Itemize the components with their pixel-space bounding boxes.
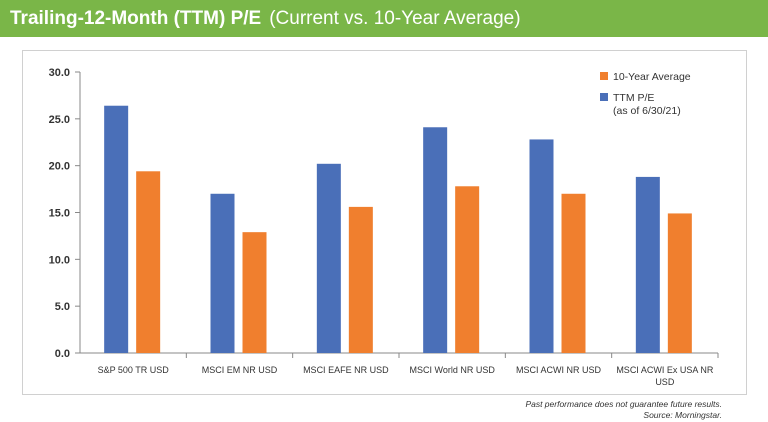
y-tick-label: 30.0 — [49, 67, 70, 79]
x-category-label: MSCI EAFE NR USD — [303, 365, 389, 375]
x-category-label: S&P 500 TR USD — [98, 365, 170, 375]
legend-label: TTM P/E (as of 6/30/21) — [613, 92, 681, 117]
bar-10yr-average — [561, 193, 586, 353]
y-tick-label: 20.0 — [49, 161, 70, 173]
bar-10yr-average — [667, 213, 692, 353]
x-category-label: MSCI ACWI NR USD — [516, 365, 602, 375]
chart-frame — [22, 50, 747, 395]
bar-ttm-pe — [316, 163, 341, 353]
bar-10yr-average — [136, 171, 161, 353]
x-category-label: MSCI EM NR USD — [202, 365, 278, 375]
bar-10yr-average — [242, 232, 267, 353]
bar-ttm-pe — [529, 139, 554, 353]
x-category-label: MSCI World NR USD — [409, 365, 495, 375]
chart-subtitle: (Current vs. 10-Year Average) — [269, 7, 521, 29]
bar-10yr-average — [455, 186, 480, 353]
legend-swatch — [600, 93, 608, 101]
footnote-source: Source: Morningstar. — [643, 410, 722, 420]
y-tick-label: 0.0 — [55, 348, 70, 360]
bar-ttm-pe — [635, 176, 660, 353]
bar-ttm-pe — [104, 105, 129, 353]
chart-title: Trailing-12-Month (TTM) P/E — [10, 7, 262, 29]
footnote: Past performance does not guarantee futu… — [525, 399, 722, 421]
legend-label: 10-Year Average — [613, 71, 691, 83]
y-tick-label: 5.0 — [55, 301, 70, 313]
bar-ttm-pe — [210, 193, 235, 353]
footnote-disclaimer: Past performance does not guarantee futu… — [525, 399, 722, 409]
x-category-label: MSCI ACWI Ex USA NR USD — [616, 365, 714, 387]
y-tick-label: 15.0 — [49, 208, 70, 220]
bar-chart: 0.0 5.0 10.0 15.0 20.0 25.0 30.0 S&P 500 TR USD… — [49, 67, 719, 387]
y-tick-label: 10.0 — [49, 254, 70, 266]
bar-ttm-pe — [423, 127, 448, 353]
legend-swatch — [600, 72, 608, 80]
header-bar: Trailing-12-Month (TTM) P/E (Current vs.… — [0, 0, 768, 37]
y-tick-label: 25.0 — [49, 114, 70, 126]
bar-10yr-average — [348, 206, 373, 353]
